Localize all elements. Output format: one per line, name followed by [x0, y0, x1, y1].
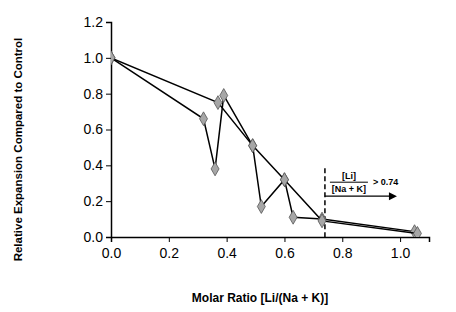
- y-tick-mark: [106, 58, 111, 59]
- series-marker: [200, 112, 208, 126]
- x-tick-label: 0.4: [217, 245, 237, 261]
- y-tick-mark: [106, 201, 111, 202]
- y-tick: 0.0: [84, 229, 111, 245]
- x-tick: 0.2: [160, 237, 180, 261]
- y-tick-mark: [106, 22, 111, 23]
- y-tick-label: 0.8: [84, 86, 104, 102]
- series-marker: [111, 51, 115, 65]
- x-tick-mark: [342, 237, 343, 242]
- series-marker: [318, 214, 326, 228]
- x-tick-mark: [284, 237, 285, 242]
- series-marker: [280, 173, 288, 187]
- series-marker: [211, 162, 219, 176]
- series-marker: [280, 173, 288, 187]
- series-marker: [249, 139, 257, 153]
- threshold-arrowhead: [389, 192, 397, 200]
- y-tick-label: 0.0: [84, 229, 104, 245]
- y-axis-title: Relative Expansion Compared to Control: [12, 38, 24, 262]
- marks: [111, 51, 421, 237]
- x-axis-title: Molar Ratio [Li/(Na + K)]: [192, 291, 328, 305]
- x-tick: 0.6: [275, 237, 295, 261]
- y-tick-label: 1.0: [84, 50, 104, 66]
- x-tick-label: 1.0: [391, 245, 411, 261]
- chart-svg: 0.0 0.2 0.4 0.6 0.8 1.0 0.0 0.2 0.4 0.6 0.8 1.0 1.2 […: [0, 0, 456, 312]
- y-tick-mark: [106, 130, 111, 131]
- threshold-arrow: [325, 196, 391, 197]
- series-marker: [289, 210, 297, 224]
- series-marker: [249, 139, 257, 153]
- y-tick-label: 0.4: [84, 157, 104, 173]
- y-axis: 0.0 0.2 0.4 0.6 0.8 1.0 1.2: [84, 14, 112, 245]
- y-tick: 0.4: [84, 157, 111, 173]
- x-tick-label: 0.8: [333, 245, 353, 261]
- y-tick: 0.6: [84, 121, 111, 137]
- series-line: [111, 58, 417, 234]
- x-tick-mark: [169, 237, 170, 242]
- annotation-fraction-bar: [330, 182, 368, 183]
- y-tick-mark: [106, 94, 111, 95]
- y-tick-mark: [106, 165, 111, 166]
- series-line: [111, 58, 415, 232]
- series-marker: [257, 200, 265, 214]
- annotation-text: > 0.74: [373, 177, 398, 187]
- y-axis-line: [106, 23, 112, 238]
- y-tick: 0.2: [84, 193, 111, 209]
- threshold-line: [324, 168, 326, 237]
- annotation-numerator: [Li]: [342, 171, 356, 181]
- series-marker: [214, 96, 222, 110]
- chart-container: 0.0 0.2 0.4 0.6 0.8 1.0 0.0 0.2 0.4 0.6 0.8 1.0 1.2 […: [0, 0, 456, 312]
- x-axis-line: [112, 238, 430, 243]
- x-tick-mark: [227, 237, 228, 242]
- x-tick: 0.8: [333, 237, 353, 261]
- x-tick-label: 0.6: [275, 245, 295, 261]
- x-tick-mark: [400, 237, 401, 242]
- series-marker: [111, 51, 115, 65]
- y-tick-mark: [106, 237, 111, 238]
- x-tick: 0.4: [217, 237, 237, 261]
- x-tick-label: 0.0: [102, 245, 122, 261]
- y-tick-label: 0.6: [84, 121, 104, 137]
- x-axis: 0.0 0.2 0.4 0.6 0.8 1.0: [102, 237, 430, 261]
- y-tick: 1.2: [84, 14, 111, 30]
- x-tick-label: 0.2: [160, 245, 180, 261]
- annotation-denominator: [Na + K]: [332, 184, 366, 194]
- y-tick-label: 1.2: [84, 14, 104, 30]
- plot-area: 0.0 0.2 0.4 0.6 0.8 1.0 0.0 0.2 0.4 0.6 0.8 1.0 1.2 […: [84, 14, 430, 261]
- y-tick: 0.8: [84, 86, 111, 102]
- series-marker: [413, 227, 421, 237]
- y-tick: 1.0: [84, 50, 111, 66]
- x-tick: 0.0: [102, 237, 122, 261]
- x-tick: 1.0: [391, 237, 411, 261]
- y-tick-label: 0.2: [84, 193, 104, 209]
